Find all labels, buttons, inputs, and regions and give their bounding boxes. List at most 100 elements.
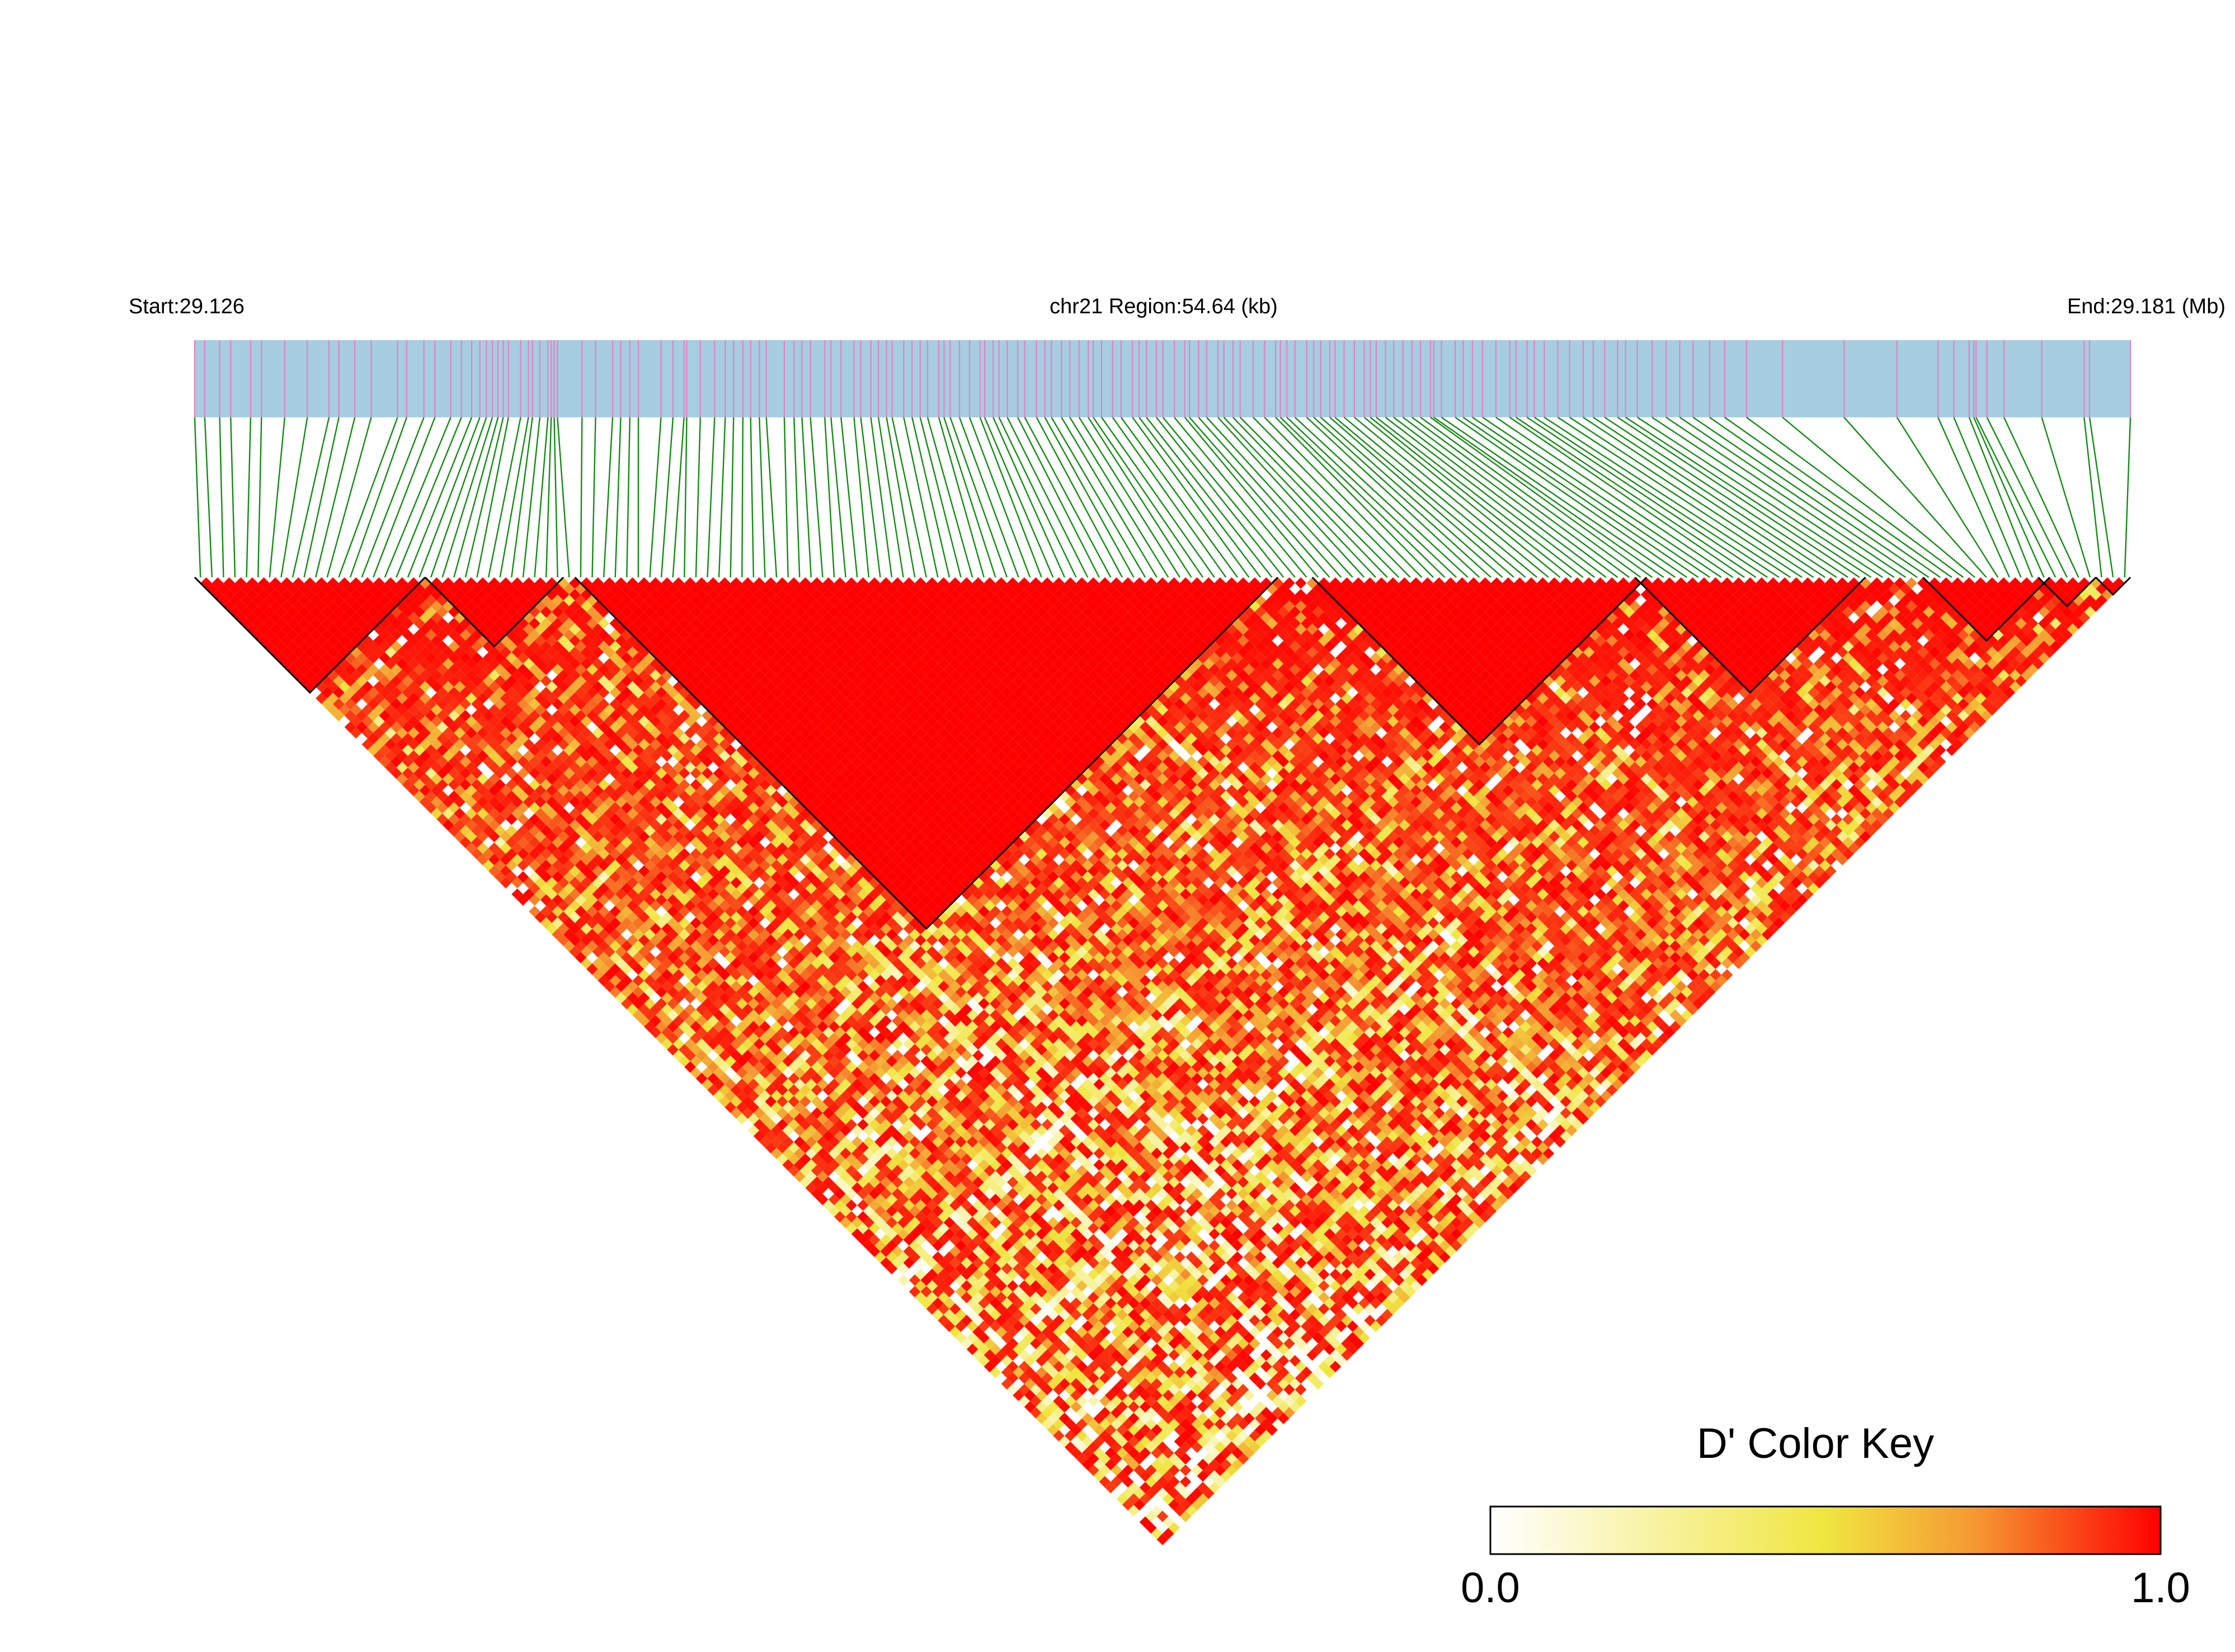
ld-cell xyxy=(730,1061,742,1073)
snp-connector xyxy=(219,417,224,578)
ld-cell xyxy=(627,946,638,958)
ld-cell xyxy=(298,663,310,676)
ld-cell xyxy=(707,1027,719,1038)
ld-cell xyxy=(621,848,633,860)
ld-cell xyxy=(373,716,385,727)
ld-cell xyxy=(990,1366,1001,1378)
ld-cell xyxy=(655,986,667,998)
ld-cell xyxy=(465,704,477,716)
ld-cell xyxy=(955,1309,967,1321)
ld-cell xyxy=(1024,1331,1036,1344)
ld-cell xyxy=(874,1159,886,1171)
ld-cell xyxy=(828,1055,840,1067)
ld-cell xyxy=(408,727,420,739)
ld-cell xyxy=(707,1061,719,1073)
snp-connector xyxy=(1937,417,2010,578)
snp-connector xyxy=(511,417,533,578)
ld-cell xyxy=(713,1090,725,1102)
ld-cell xyxy=(1088,1395,1099,1407)
snp-connector xyxy=(418,417,481,578)
ld-cell xyxy=(442,773,454,785)
ld-cell xyxy=(304,611,316,624)
ld-cell xyxy=(886,1113,898,1125)
ld-cell xyxy=(1116,1436,1128,1447)
ld-cell xyxy=(425,721,437,733)
ld-cell xyxy=(506,871,517,883)
ld-cell xyxy=(482,733,495,745)
ld-cell xyxy=(1018,1395,1031,1407)
ld-cell xyxy=(805,1009,817,1021)
ld-cell xyxy=(857,1165,869,1176)
ld-cell xyxy=(281,589,293,601)
ld-cell xyxy=(1174,1436,1186,1447)
ld-cell xyxy=(886,1263,898,1275)
snp-connector xyxy=(1112,417,1227,578)
ld-cell xyxy=(1122,1418,1134,1430)
ld-cell xyxy=(736,1090,748,1102)
ld-cell xyxy=(563,790,575,802)
ld-cell xyxy=(1018,1280,1031,1292)
ld-cell xyxy=(223,600,236,612)
ld-cell xyxy=(713,986,725,998)
ld-cell xyxy=(892,1095,904,1108)
ld-cell xyxy=(621,825,633,837)
ld-cell xyxy=(1081,1366,1094,1378)
ld-cell xyxy=(926,1280,938,1292)
ld-cell xyxy=(1036,1297,1048,1309)
ld-cell xyxy=(1047,1389,1059,1401)
ld-cell xyxy=(817,1113,829,1125)
ld-cell xyxy=(909,1182,921,1194)
ld-cell xyxy=(955,1251,967,1263)
ld-cell xyxy=(834,1165,846,1176)
ld-cell xyxy=(770,1113,783,1125)
snp-connector xyxy=(303,417,340,578)
ld-cell xyxy=(517,825,529,837)
ld-cell xyxy=(1105,1355,1117,1367)
ld-cell xyxy=(834,1199,846,1211)
ld-cell xyxy=(552,905,564,917)
ld-cell xyxy=(477,842,489,854)
ld-cell xyxy=(321,606,333,618)
ld-cell xyxy=(1036,1378,1048,1390)
ld-cell xyxy=(1064,1441,1076,1453)
ld-cell xyxy=(529,859,540,872)
ld-cell xyxy=(436,756,449,768)
ld-cell xyxy=(638,854,650,865)
ld-cell xyxy=(984,1303,996,1315)
ld-cell xyxy=(402,767,414,779)
ld-cell xyxy=(892,1107,904,1119)
ld-cell xyxy=(938,1142,949,1154)
ld-cell xyxy=(684,1004,696,1015)
ld-cell xyxy=(684,957,696,969)
ld-cell xyxy=(1191,1430,1203,1442)
ld-cell xyxy=(1013,1228,1024,1240)
ld-cell xyxy=(874,1170,886,1183)
ld-cell xyxy=(1133,1453,1146,1465)
snp-connector xyxy=(1101,417,1215,578)
ld-cell xyxy=(1214,1464,1226,1476)
ld-cell xyxy=(264,618,276,629)
ld-cell xyxy=(926,1142,938,1154)
ld-cell xyxy=(459,733,472,745)
ld-cell xyxy=(828,1067,840,1079)
ld-cell xyxy=(316,646,327,658)
snp-connector xyxy=(801,417,812,578)
ld-cell xyxy=(1122,1453,1134,1465)
ld-cell xyxy=(361,692,374,704)
ld-cell xyxy=(367,721,379,733)
ld-cell xyxy=(644,1020,656,1033)
ld-cell xyxy=(223,577,236,589)
ld-cell xyxy=(333,698,345,710)
ld-cell xyxy=(425,629,437,641)
ld-cell xyxy=(471,848,483,860)
ld-cell xyxy=(552,790,564,802)
ld-cell xyxy=(857,1153,869,1165)
ld-cell xyxy=(575,802,587,814)
ld-cell xyxy=(540,790,552,802)
ld-cell xyxy=(494,698,506,710)
ld-cell xyxy=(650,957,662,969)
ld-cell xyxy=(909,1228,921,1240)
ld-cell xyxy=(1168,1430,1180,1442)
ld-cell xyxy=(1116,1389,1128,1401)
ld-cell xyxy=(777,1061,788,1073)
